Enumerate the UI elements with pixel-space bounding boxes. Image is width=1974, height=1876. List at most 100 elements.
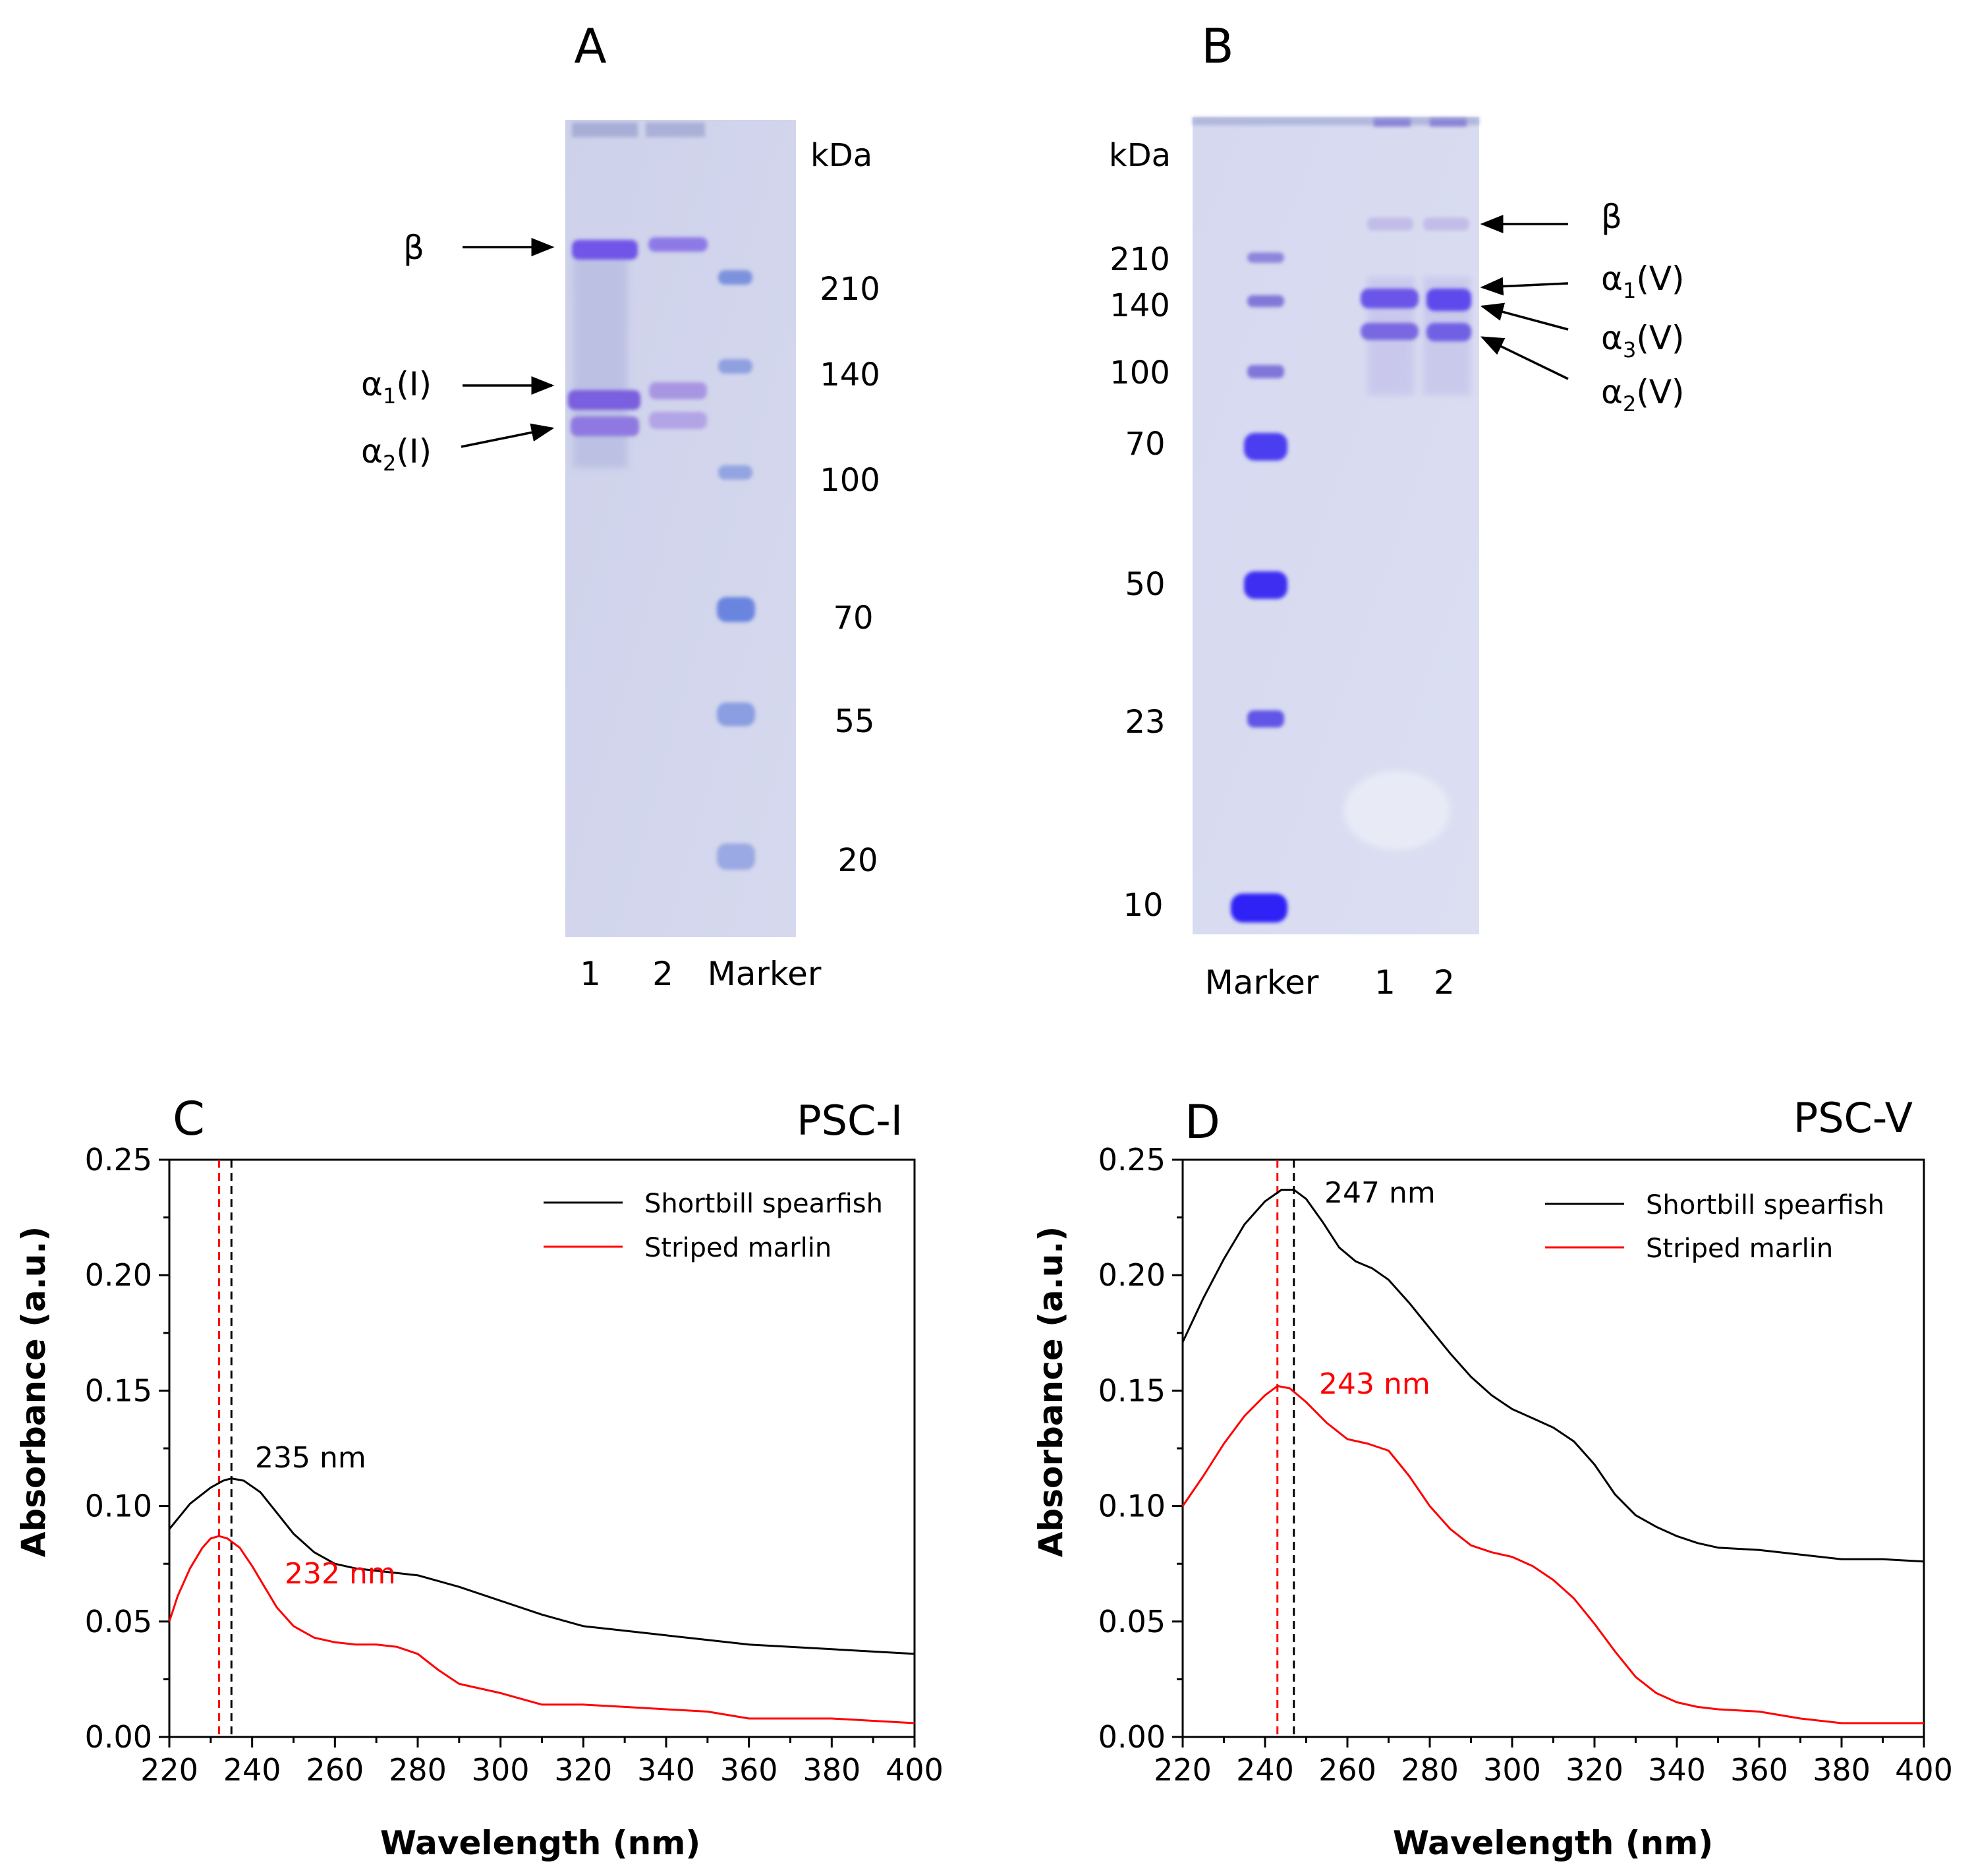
gel-b-arrow-alpha2	[1480, 336, 1569, 380]
chart-d-x-tick-label: 400	[1895, 1752, 1953, 1788]
chart-d-panel-letter: D	[1185, 1095, 1220, 1149]
panel-a-unit-label: kDa	[810, 137, 872, 174]
chart-d-y-tick-label: 0.15	[1098, 1373, 1166, 1408]
gel-b-stain-blot	[1344, 771, 1450, 850]
chart-c-x-tick-label: 240	[223, 1752, 281, 1788]
chart-c-ylabel: Absorbance (a.u.)	[14, 1226, 53, 1557]
gel-a-label-alpha1: α1(I)	[361, 365, 432, 409]
panel-a: A kDa 210 140 100 70 55 20	[361, 18, 880, 993]
gel-b-marker-label-100: 100	[1110, 355, 1170, 391]
chart-c-plot	[168, 1477, 915, 1724]
gel-b-marker-band-140	[1247, 295, 1284, 307]
chart-c-xlabel: Wavelength (nm)	[380, 1824, 700, 1862]
gel-b-band-alpha3-lane1	[1361, 323, 1419, 340]
chart-c-y-tick-label: 0.10	[85, 1489, 152, 1524]
chart-d-x-tick-label: 340	[1648, 1752, 1706, 1788]
chart-d-x-tick-label: 360	[1730, 1752, 1788, 1788]
gel-a-label-beta: β	[403, 229, 424, 267]
chart-c-x-tick-label: 360	[720, 1752, 778, 1788]
gel-b-band-beta-lane1	[1367, 217, 1413, 231]
gel-a-marker-band-100	[718, 465, 752, 480]
gel-a-marker-label-140: 140	[820, 356, 880, 393]
gel-b-marker-band-210	[1247, 252, 1284, 263]
chart-c-title: PSC-I	[797, 1096, 903, 1145]
chart-d-peak-lines	[1276, 1160, 1295, 1737]
gel-a-marker-label-210: 210	[820, 271, 880, 308]
gel-a-lane-label-2: 2	[652, 955, 673, 993]
chart-c-legend-label-marlin: Striped marlin	[644, 1233, 832, 1263]
gel-a-label-alpha2: α2(I)	[361, 432, 432, 476]
chart-d-x-tick-label: 320	[1565, 1752, 1623, 1788]
chart-c-peak-label-marlin: 232 nm	[285, 1557, 396, 1591]
chart-d-axes: 220 240 260 280 300 320 340 360 380 400 0.00 0.05 0.…	[1098, 1142, 1953, 1788]
panel-a-letter: A	[574, 18, 606, 74]
chart-d-x-tick-label: 240	[1236, 1752, 1294, 1788]
gel-a-arrow-alpha2	[461, 423, 555, 448]
gel-a-image	[565, 120, 796, 937]
chart-d-ylabel: Absorbance (a.u.)	[1032, 1226, 1070, 1557]
chart-d-x-tick-label: 260	[1318, 1752, 1376, 1788]
gel-b-marker-band-10	[1231, 894, 1287, 923]
panel-b-letter: B	[1201, 18, 1233, 74]
gel-b-band-beta-lane2	[1423, 217, 1469, 231]
panel-b: B kDa 210 140 100	[1109, 18, 1685, 1002]
chart-c-series-marlin-line	[168, 1535, 915, 1724]
chart-c-y-tick-label: 0.15	[85, 1373, 152, 1408]
chart-d-title: PSC-V	[1793, 1094, 1913, 1142]
gel-b-lane-label-marker: Marker	[1205, 963, 1319, 1002]
chart-c-peak-label-spearfish: 235 nm	[255, 1441, 366, 1475]
chart-d-legend: Shortbill spearfish Striped marlin	[1545, 1190, 1884, 1264]
gel-b-marker-band-23	[1247, 710, 1284, 727]
gel-a-marker-band-70	[717, 597, 755, 622]
chart-c-y-tick-label: 0.25	[85, 1142, 152, 1178]
chart-c-legend-label-spearfish: Shortbill spearfish	[644, 1189, 883, 1219]
chart-d-series-marlin-line	[1181, 1384, 1924, 1724]
gel-a-marker-label-55: 55	[834, 703, 874, 740]
gel-a-marker-label-70: 70	[833, 600, 873, 637]
gel-a-marker-band-55	[717, 702, 755, 726]
chart-c-x-tick-label: 320	[554, 1752, 612, 1788]
gel-a-marker-band-210	[718, 270, 752, 285]
chart-c-x-tick-label: 400	[886, 1752, 944, 1788]
gel-b-arrow-alpha3	[1480, 302, 1569, 331]
gel-b-marker-label-10: 10	[1123, 887, 1163, 924]
chart-d-series-spearfish-line	[1181, 1189, 1925, 1563]
gel-b-label-beta: β	[1601, 198, 1622, 236]
chart-d-y-tick-label: 0.05	[1098, 1604, 1166, 1639]
gel-b-band-alpha1-lane2	[1426, 289, 1471, 311]
chart-c-x-tick-label: 340	[637, 1752, 695, 1788]
gel-b-arrow-alpha1	[1480, 277, 1569, 296]
chart-d-x-tick-label: 380	[1813, 1752, 1871, 1788]
gel-a-band-alpha2-lane2	[649, 412, 707, 429]
chart-c-legend: Shortbill spearfish Striped marlin	[544, 1189, 883, 1263]
gel-a-band-alpha1-lane2	[649, 382, 707, 399]
gel-a-marker-band-140	[718, 359, 752, 374]
chart-d-y-tick-label: 0.25	[1098, 1142, 1166, 1178]
gel-b-marker-label-50: 50	[1125, 566, 1165, 603]
gel-b-label-alpha1: α1(V)	[1601, 260, 1685, 303]
gel-a-band-beta-lane1	[572, 240, 638, 260]
chart-d-peak-label-marlin: 243 nm	[1319, 1367, 1430, 1401]
gel-b-lane-labels: Marker 1 2	[1205, 963, 1455, 1002]
gel-a-marker-label-100: 100	[820, 462, 880, 499]
gel-a-marker-labels: 210 140 100 70 55 20	[820, 271, 880, 879]
gel-b-image	[1193, 117, 1479, 934]
chart-c-y-tick-label: 0.00	[85, 1719, 152, 1755]
chart-c-x-tick-label: 260	[306, 1752, 364, 1788]
gel-b-marker-label-210: 210	[1110, 241, 1170, 278]
gel-a-well-1	[572, 123, 638, 137]
chart-c-series-spearfish-line	[168, 1477, 915, 1655]
gel-b-marker-labels: 210 140 100 70 50 23 10	[1110, 241, 1170, 924]
gel-b-marker-band-70	[1244, 433, 1287, 461]
chart-d: D PSC-V Absorbance (a.u.) Wavelength (nm…	[1032, 1094, 1953, 1862]
chart-d-peak-label-spearfish: 247 nm	[1324, 1176, 1436, 1210]
gel-b-band-labels: β α1(V) α3(V) α2(V)	[1480, 198, 1685, 416]
chart-d-xlabel: Wavelength (nm)	[1393, 1824, 1713, 1862]
gel-b-label-alpha3: α3(V)	[1601, 319, 1685, 362]
chart-d-y-tick-label: 0.10	[1098, 1489, 1166, 1524]
gel-b-band-alpha3-lane2	[1426, 323, 1471, 341]
chart-c: C PSC-I Absorbance (a.u.) Wavelength (nm…	[14, 1092, 944, 1862]
gel-b-band-alpha1-lane1	[1361, 289, 1419, 308]
gel-b-label-alpha2: α2(V)	[1601, 373, 1685, 416]
panel-b-unit-label: kDa	[1109, 137, 1171, 174]
